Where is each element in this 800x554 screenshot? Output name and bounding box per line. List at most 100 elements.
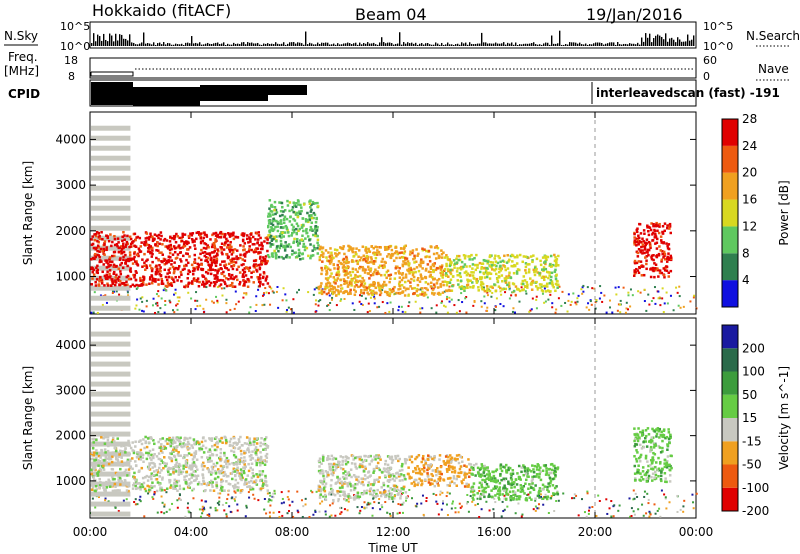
echo-cell bbox=[103, 240, 107, 243]
noise-spike bbox=[397, 43, 399, 46]
echo-cell bbox=[668, 227, 671, 230]
gap-stripe bbox=[91, 331, 131, 337]
echo-cell bbox=[157, 283, 160, 286]
noise-spike bbox=[357, 44, 359, 46]
echo-cell bbox=[153, 233, 157, 236]
echo-cell bbox=[177, 439, 181, 443]
echo-cell bbox=[557, 297, 560, 300]
echo-cell bbox=[446, 514, 449, 517]
echo-cell bbox=[240, 478, 243, 482]
echo-cell bbox=[254, 451, 257, 455]
echo-cell bbox=[314, 310, 317, 313]
echo-cell bbox=[342, 261, 346, 264]
echo-cell bbox=[385, 270, 389, 274]
echo-cell bbox=[343, 273, 347, 277]
echo-cell bbox=[619, 311, 622, 314]
echo-cell bbox=[351, 302, 354, 305]
echo-cell bbox=[369, 502, 372, 505]
echo-cell bbox=[542, 275, 545, 279]
echo-cell bbox=[264, 436, 268, 439]
noise-spike bbox=[483, 42, 485, 46]
echo-cell bbox=[205, 483, 209, 487]
echo-cell bbox=[576, 297, 579, 300]
echo-cell bbox=[500, 515, 503, 518]
echo-cell bbox=[250, 479, 253, 483]
echo-cell bbox=[341, 266, 345, 269]
echo-cell bbox=[272, 492, 275, 495]
echo-cell bbox=[480, 267, 483, 270]
echo-cell bbox=[421, 261, 425, 264]
echo-cell bbox=[503, 265, 506, 268]
echo-cell bbox=[218, 503, 221, 506]
echo-cell bbox=[275, 245, 279, 248]
echo-cell bbox=[315, 229, 319, 232]
echo-cell bbox=[518, 300, 521, 303]
echo-cell bbox=[219, 283, 223, 286]
echo-cell bbox=[543, 255, 547, 258]
echo-cell bbox=[220, 489, 224, 492]
echo-cell bbox=[195, 237, 198, 241]
echo-cell bbox=[125, 275, 129, 279]
echo-cell bbox=[92, 454, 95, 457]
echo-cell bbox=[419, 307, 422, 310]
echo-cell bbox=[146, 250, 150, 253]
echo-cell bbox=[269, 504, 272, 507]
echo-cell bbox=[109, 457, 113, 461]
echo-cell bbox=[252, 259, 256, 263]
echo-cell bbox=[259, 451, 262, 454]
echo-cell bbox=[669, 231, 672, 235]
echo-cell bbox=[174, 458, 178, 462]
echo-cell bbox=[253, 497, 256, 500]
echo-cell bbox=[311, 254, 315, 257]
echo-cell bbox=[275, 211, 279, 214]
noise-spike bbox=[423, 44, 425, 46]
echo-cell bbox=[223, 470, 226, 474]
echo-cell bbox=[618, 504, 621, 507]
echo-cell bbox=[217, 268, 221, 271]
echo-cell bbox=[296, 199, 300, 202]
echo-cell bbox=[151, 277, 155, 281]
echo-cell bbox=[310, 489, 313, 492]
echo-cell bbox=[366, 489, 369, 492]
echo-cell bbox=[206, 460, 210, 463]
noise-spike bbox=[363, 42, 365, 46]
noise-spike bbox=[583, 44, 585, 46]
echo-cell bbox=[106, 444, 109, 447]
echo-cell bbox=[214, 274, 218, 277]
echo-cell bbox=[122, 242, 125, 245]
echo-cell bbox=[432, 263, 435, 266]
echo-cell bbox=[103, 442, 107, 445]
echo-cell bbox=[99, 277, 102, 281]
echo-cell bbox=[224, 436, 227, 439]
echo-cell bbox=[415, 266, 419, 269]
echo-cell bbox=[103, 274, 107, 278]
echo-cell bbox=[171, 253, 175, 256]
echo-cell bbox=[152, 470, 156, 473]
echo-cell bbox=[141, 281, 145, 284]
echo-cell bbox=[491, 268, 494, 271]
echo-cell bbox=[120, 452, 124, 456]
echo-cell bbox=[138, 308, 141, 311]
echo-cell bbox=[190, 263, 194, 267]
echo-cell bbox=[554, 289, 557, 293]
echo-cell bbox=[92, 457, 95, 461]
echo-cell bbox=[300, 206, 303, 209]
echo-cell bbox=[201, 280, 205, 284]
echo-cell bbox=[145, 305, 148, 308]
noise-spike bbox=[655, 35, 657, 46]
echo-cell bbox=[105, 480, 108, 484]
echo-cell bbox=[178, 462, 181, 466]
echo-cell bbox=[466, 493, 469, 496]
echo-cell bbox=[160, 511, 163, 514]
echo-cell bbox=[503, 508, 506, 511]
echo-cell bbox=[653, 230, 657, 233]
echo-cell bbox=[499, 286, 502, 290]
echo-cell bbox=[612, 515, 615, 518]
echo-cell bbox=[443, 290, 446, 293]
echo-cell bbox=[619, 303, 622, 306]
echo-cell bbox=[588, 506, 591, 509]
echo-cell bbox=[404, 491, 408, 494]
echo-cell bbox=[113, 482, 117, 486]
noise-spike bbox=[595, 42, 597, 46]
echo-cell bbox=[227, 277, 230, 281]
